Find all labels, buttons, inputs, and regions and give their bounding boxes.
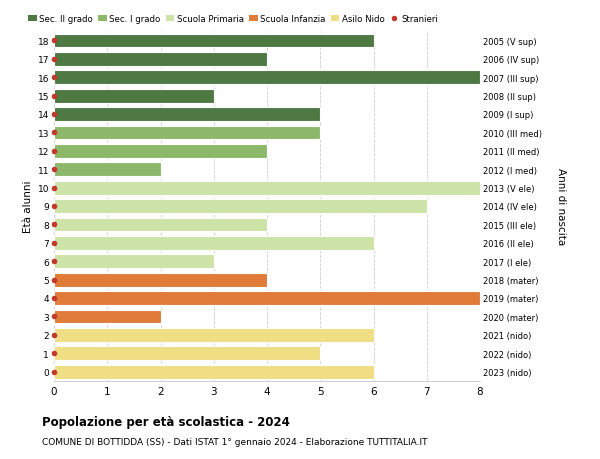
Bar xyxy=(54,328,373,342)
Bar xyxy=(54,310,161,324)
Y-axis label: Anni di nascita: Anni di nascita xyxy=(556,168,566,245)
Bar xyxy=(54,236,373,250)
Bar xyxy=(54,255,214,269)
Bar xyxy=(54,163,161,177)
Bar xyxy=(54,90,214,103)
Bar xyxy=(54,365,373,379)
Legend: Sec. II grado, Sec. I grado, Scuola Primaria, Scuola Infanzia, Asilo Nido, Stran: Sec. II grado, Sec. I grado, Scuola Prim… xyxy=(28,15,438,24)
Bar xyxy=(54,291,480,305)
Bar xyxy=(54,181,480,195)
Bar xyxy=(54,347,320,360)
Bar xyxy=(54,126,320,140)
Bar xyxy=(54,53,267,67)
Bar xyxy=(54,71,480,85)
Y-axis label: Età alunni: Età alunni xyxy=(23,180,34,233)
Bar xyxy=(54,34,373,48)
Bar xyxy=(54,200,427,213)
Bar xyxy=(54,108,320,122)
Bar xyxy=(54,145,267,158)
Text: COMUNE DI BOTTIDDA (SS) - Dati ISTAT 1° gennaio 2024 - Elaborazione TUTTITALIA.I: COMUNE DI BOTTIDDA (SS) - Dati ISTAT 1° … xyxy=(42,437,427,446)
Text: Popolazione per età scolastica - 2024: Popolazione per età scolastica - 2024 xyxy=(42,415,290,428)
Bar xyxy=(54,218,267,232)
Bar xyxy=(54,273,267,287)
